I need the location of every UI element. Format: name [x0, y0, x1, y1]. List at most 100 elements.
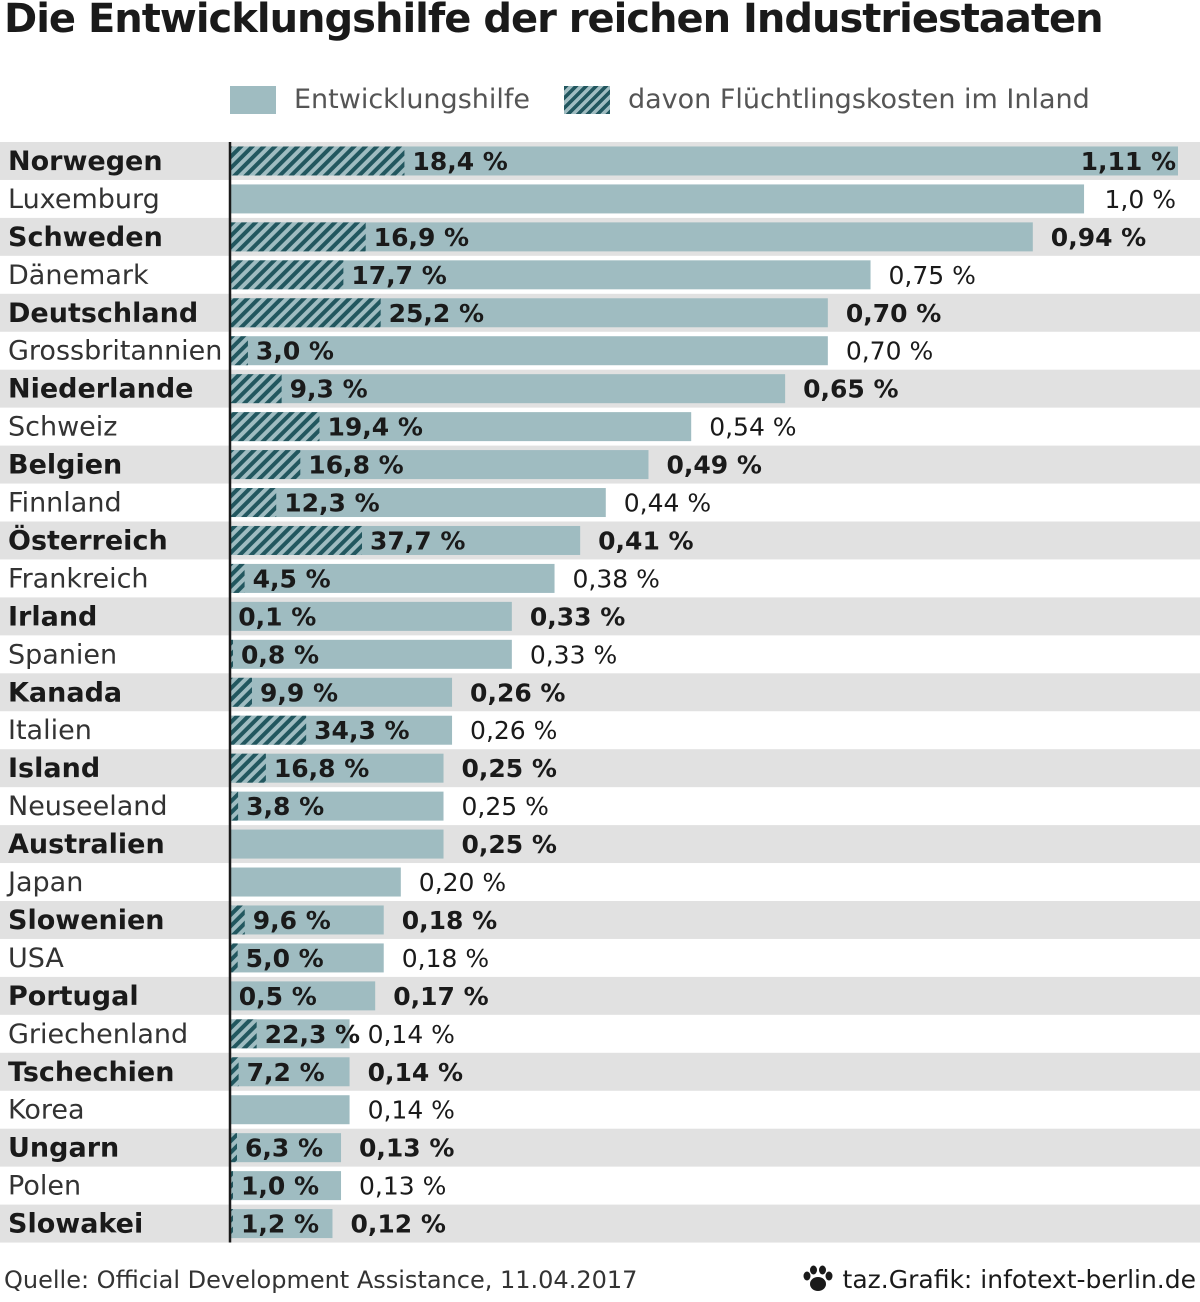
aid-bar	[230, 563, 555, 593]
refugee-bar	[230, 298, 381, 328]
aid-bar	[230, 184, 1085, 214]
refugee-share-label: 9,6 %	[253, 906, 331, 935]
credit-text: taz.Grafik: infotext-berlin.de	[842, 1264, 1196, 1294]
category-label: Tschechien	[8, 1057, 174, 1088]
aid-bar	[230, 1209, 333, 1239]
value-label: 0,13 %	[359, 1172, 446, 1201]
refugee-bar	[230, 943, 238, 973]
value-label: 0,94 %	[1051, 223, 1146, 252]
aid-bar	[230, 677, 453, 707]
refugee-bar	[230, 488, 277, 518]
legend-label-refugee: davon Flüchtlingskosten im Inland	[628, 84, 1090, 115]
category-label: Neuseeland	[8, 791, 168, 822]
aid-bar	[230, 867, 401, 897]
category-label: Polen	[8, 1171, 81, 1202]
row-band	[0, 749, 1200, 788]
refugee-share-label: 16,9 %	[374, 223, 469, 252]
category-label: Ungarn	[8, 1133, 119, 1164]
value-label: 0,33 %	[530, 602, 625, 631]
category-label: Finnland	[8, 488, 122, 519]
category-label: Slowenien	[8, 905, 165, 936]
category-label: Norwegen	[8, 146, 163, 177]
refugee-bar	[230, 336, 248, 366]
legend-label-aid: Entwicklungshilfe	[294, 84, 530, 115]
row-band	[0, 1128, 1200, 1167]
category-label: Kanada	[8, 677, 122, 708]
value-label: 0,25 %	[462, 830, 557, 859]
aid-bar	[230, 981, 376, 1011]
refugee-bar	[230, 791, 239, 821]
category-label: Schweiz	[8, 412, 117, 443]
category-label: Japan	[6, 867, 83, 898]
legend-swatch-aid	[230, 85, 276, 114]
value-label: 0,26 %	[470, 678, 565, 707]
refugee-bar	[230, 677, 252, 707]
value-label: 0,18 %	[402, 944, 489, 973]
aid-bar	[230, 488, 606, 518]
value-label: 0,38 %	[573, 564, 660, 593]
category-label: Dänemark	[8, 260, 149, 291]
value-label: 0,14 %	[368, 1096, 455, 1125]
category-label: Deutschland	[8, 298, 198, 329]
refugee-bar	[230, 260, 344, 290]
aid-bar	[230, 905, 384, 935]
refugee-bar	[230, 412, 320, 442]
refugee-share-label: 0,8 %	[241, 640, 319, 669]
refugee-share-label: 7,2 %	[247, 1058, 325, 1087]
aid-bar	[230, 791, 444, 821]
refugee-share-label: 0,5 %	[239, 982, 317, 1011]
aid-bar	[230, 336, 828, 366]
value-label: 0,54 %	[709, 413, 796, 442]
aid-bar	[230, 639, 512, 669]
value-label: 0,33 %	[530, 640, 617, 669]
row-band	[0, 597, 1200, 636]
value-label: 0,25 %	[462, 754, 557, 783]
source-note: Quelle: Official Development Assistance,…	[4, 1266, 638, 1294]
value-label: 1,11 %	[1081, 147, 1176, 176]
category-label: Frankreich	[8, 563, 149, 594]
row-band	[0, 901, 1200, 939]
category-label: USA	[8, 943, 64, 974]
row-band	[0, 521, 1200, 560]
row-band	[0, 825, 1200, 864]
refugee-bar	[230, 753, 266, 783]
paw-icon	[803, 1265, 833, 1291]
value-label: 0,65 %	[803, 375, 898, 404]
value-label: 0,75 %	[889, 261, 976, 290]
category-label: Griechenland	[8, 1019, 188, 1050]
refugee-share-label: 19,4 %	[327, 413, 422, 442]
category-label: Schweden	[8, 222, 163, 253]
refugee-bar	[230, 715, 307, 745]
category-label: Österreich	[8, 523, 168, 556]
value-label: 0,49 %	[666, 451, 761, 480]
value-label: 1,0 %	[1105, 185, 1176, 214]
refugee-share-label: 1,2 %	[241, 1210, 319, 1239]
row-band	[0, 1204, 1200, 1243]
refugee-bar	[230, 146, 405, 176]
aid-bar	[230, 943, 384, 973]
refugee-share-label: 5,0 %	[246, 944, 324, 973]
refugee-share-label: 3,0 %	[256, 337, 334, 366]
aid-bar	[230, 601, 512, 631]
category-label: Australien	[8, 829, 165, 860]
refugee-bar	[230, 905, 245, 935]
refugee-share-label: 0,1 %	[238, 602, 316, 631]
value-label: 0,44 %	[624, 489, 711, 518]
row-band	[0, 673, 1200, 712]
refugee-bar	[230, 639, 233, 669]
refugee-share-label: 12,3 %	[284, 489, 379, 518]
chart-title: Die Entwicklungshilfe der reichen Indust…	[4, 0, 1104, 42]
refugee-share-label: 6,3 %	[245, 1134, 323, 1163]
refugee-share-label: 34,3 %	[314, 716, 409, 745]
refugee-bar	[230, 1019, 257, 1049]
refugee-bar	[230, 1209, 233, 1239]
refugee-bar	[230, 563, 245, 593]
value-label: 0,20 %	[419, 868, 506, 897]
value-label: 0,14 %	[368, 1020, 455, 1049]
refugee-share-label: 22,3 %	[265, 1020, 360, 1049]
refugee-share-label: 17,7 %	[351, 261, 446, 290]
legend-swatch-refugee	[564, 85, 610, 114]
refugee-share-label: 25,2 %	[389, 299, 484, 328]
refugee-bar	[230, 1171, 233, 1201]
